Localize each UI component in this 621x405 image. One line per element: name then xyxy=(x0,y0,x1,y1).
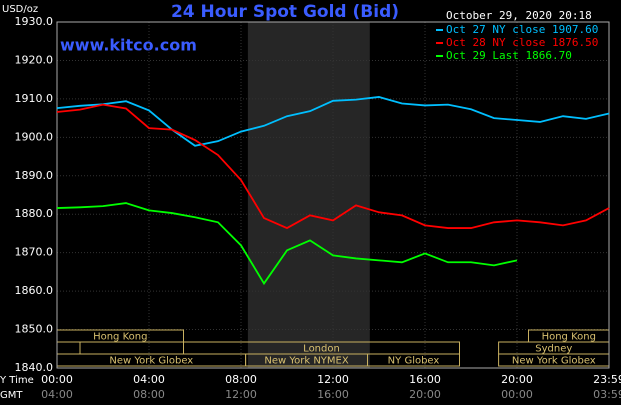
session-label: London xyxy=(303,344,340,355)
price-line xyxy=(56,103,610,230)
session-box xyxy=(56,341,81,355)
plot-frame xyxy=(56,21,610,369)
y-tick-label: 1910.0 xyxy=(15,92,54,105)
y-tick-label: 1890.0 xyxy=(15,169,54,182)
price-line xyxy=(56,202,518,286)
x-tick-label: 16:00 xyxy=(409,373,441,386)
x-tick-label: 08:00 xyxy=(225,373,257,386)
x2-tick-label: 20:00 xyxy=(409,388,441,401)
y-tick-label: 1900.0 xyxy=(15,130,54,143)
unit-label: USD/oz xyxy=(2,4,38,15)
session-label: New York Globex xyxy=(109,356,193,367)
session-label: Sydney xyxy=(535,344,572,355)
x-tick-label: 23:59 xyxy=(593,373,621,386)
y-tick-label: 1850.0 xyxy=(15,323,54,336)
x-tick-label: 04:00 xyxy=(133,373,165,386)
legend-label: Oct 29 Last 1866.70 xyxy=(446,49,572,62)
x-tick-label: 12:00 xyxy=(317,373,349,386)
session-label: New York NYMEX xyxy=(264,356,349,367)
y-tick-label: 1930.0 xyxy=(15,15,54,28)
legend-label: Oct 27 NY close 1907.60 xyxy=(446,23,598,36)
session-label: Hong Kong xyxy=(93,332,147,343)
site-label: www.kitco.com xyxy=(60,36,197,55)
shaded-region xyxy=(247,22,370,368)
x-axis-label: Y Time xyxy=(0,375,34,386)
session-label: Hong Kong xyxy=(542,332,596,343)
x2-tick-label: 12:00 xyxy=(225,388,257,401)
session-label: New York Globex xyxy=(512,356,596,367)
x-tick-label: 20:00 xyxy=(501,373,533,386)
x2-tick-label: 08:00 xyxy=(133,388,165,401)
x2-tick-label: 00:00 xyxy=(501,388,533,401)
timestamp: October 29, 2020 20:18 xyxy=(446,9,592,22)
x2-axis-label: GMT xyxy=(0,390,23,401)
y-tick-label: 1920.0 xyxy=(15,53,54,66)
price-line xyxy=(56,96,610,147)
y-tick-label: 1870.0 xyxy=(15,246,54,259)
x-tick-label: 00:00 xyxy=(41,373,73,386)
session-box xyxy=(367,353,460,367)
y-tick-label: 1860.0 xyxy=(15,284,54,297)
chart-title: 24 Hour Spot Gold (Bid) xyxy=(171,2,399,22)
legend-label: Oct 28 NY close 1876.50 xyxy=(446,36,598,49)
session-label: NY Globex xyxy=(388,356,440,367)
x2-tick-label: 03:59 xyxy=(593,388,621,401)
x2-tick-label: 16:00 xyxy=(317,388,349,401)
y-tick-label: 1840.0 xyxy=(15,361,54,374)
y-tick-label: 1880.0 xyxy=(15,207,54,220)
x2-tick-label: 04:00 xyxy=(41,388,73,401)
